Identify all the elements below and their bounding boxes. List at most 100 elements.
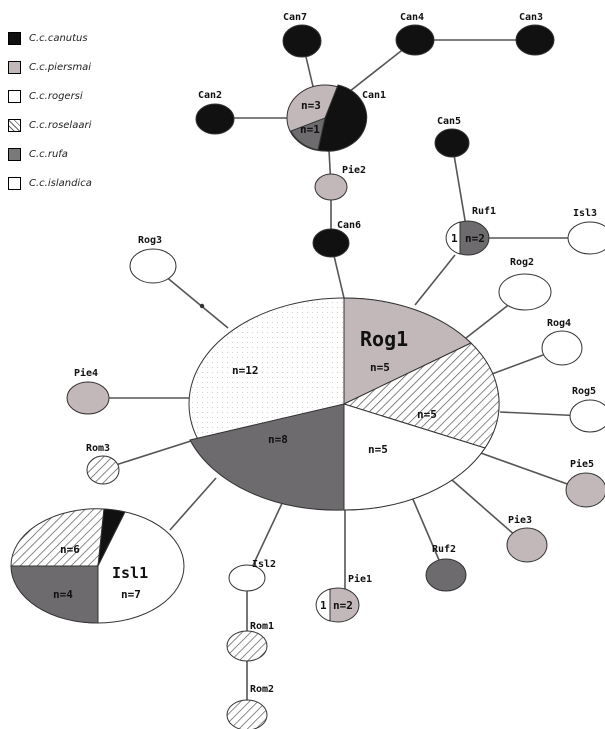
label-can4: Can4 <box>400 12 424 23</box>
label-can6: Can6 <box>337 220 361 231</box>
label-pie2: Pie2 <box>342 164 366 176</box>
node-rom2 <box>226 699 268 729</box>
count-can1-rufa: n=1 <box>300 123 320 136</box>
count-isl1-canutus: 1 <box>104 518 111 531</box>
label-rog4: Rog4 <box>547 318 571 329</box>
legend-swatch-piersmai <box>8 61 21 74</box>
label-ruf1: Ruf1 <box>472 206 496 217</box>
edge-isl2-rog1 <box>246 496 286 579</box>
node-rog1 <box>188 297 500 511</box>
count-rog1-rogersi: n=5 <box>368 443 388 456</box>
ruf1-piersmai-slice <box>445 221 461 255</box>
node-pie4 <box>66 381 110 415</box>
node-can5 <box>434 128 470 158</box>
label-pie4: Pie4 <box>74 367 98 379</box>
edge-isl1-rog1 <box>169 477 217 531</box>
legend-label-rufa: C.c.rufa <box>29 149 68 160</box>
rog1-rufa-slice <box>189 403 345 511</box>
count-rog1-islandica: n=12 <box>232 364 259 377</box>
node-can7 <box>282 24 322 58</box>
node-rog5 <box>569 399 605 433</box>
legend-item-rogersi: C.c.rogersi <box>8 86 183 107</box>
edge-ruf1-rog1 <box>414 254 456 306</box>
node-pie2 <box>314 173 348 201</box>
node-can4 <box>395 24 435 56</box>
count-pie1-islandica: 1 <box>320 599 327 612</box>
label-rom3: Rom3 <box>86 443 110 454</box>
node-pie3 <box>506 527 548 563</box>
legend-label-islandica: C.c.islandica <box>29 178 92 189</box>
count-can1-canutus: n=6 <box>334 112 354 125</box>
count-isl1-roselaari: n=6 <box>60 543 80 556</box>
legend-label-canutus: C.c.canutus <box>29 33 88 44</box>
node-pie5 <box>565 472 605 508</box>
node-ruf1 <box>445 220 490 256</box>
haplotype-nodes <box>66 24 605 729</box>
label-ruf2: Ruf2 <box>432 544 456 555</box>
label-rom2: Rom2 <box>250 684 274 695</box>
legend: C.c.canutus C.c.piersmai C.c.rogersi C.c… <box>8 28 183 202</box>
mutation-dot <box>199 303 205 309</box>
label-pie5: Pie5 <box>570 458 594 470</box>
pie1-islandica-slice <box>315 588 331 622</box>
isl1-rufa-slice <box>10 565 99 624</box>
count-pie1-piersmai: n=2 <box>333 599 353 612</box>
legend-swatch-rogersi <box>8 90 21 103</box>
legend-label-roselaari: C.c.roselaari <box>29 120 92 131</box>
count-rog1-roselaari: n=5 <box>417 408 437 421</box>
label-pie3: Pie3 <box>508 514 532 526</box>
node-can2 <box>195 103 235 135</box>
legend-swatch-roselaari <box>8 119 21 132</box>
node-isl3 <box>567 221 605 255</box>
legend-item-piersmai: C.c.piersmai <box>8 57 183 78</box>
label-rog5: Rog5 <box>572 386 596 397</box>
count-isl1-islandica: n=7 <box>121 588 141 601</box>
legend-item-roselaari: C.c.roselaari <box>8 115 183 136</box>
label-rog2: Rog2 <box>510 257 534 268</box>
label-can3: Can3 <box>519 12 543 23</box>
label-can7: Can7 <box>283 12 307 23</box>
label-can2: Can2 <box>198 90 222 101</box>
count-can1-rogersi: n=3 <box>301 99 321 112</box>
label-rog1: Rog1 <box>360 327 408 351</box>
count-rog1-piersmai: n=5 <box>370 361 390 374</box>
node-can1 <box>286 84 368 152</box>
node-rog3 <box>129 248 177 284</box>
legend-item-canutus: C.c.canutus <box>8 28 183 49</box>
can1-rufa-slice <box>290 117 326 151</box>
label-rog3: Rog3 <box>138 235 162 246</box>
label-rom1: Rom1 <box>250 621 274 632</box>
label-isl1: Isl1 <box>112 564 148 582</box>
can1-canutus-slice <box>317 84 368 152</box>
node-isl2 <box>228 564 266 592</box>
node-rog2 <box>498 273 552 311</box>
edge-pie5-rog1 <box>477 451 585 491</box>
count-labels: n=3 n=1 n=6 1 n=2 n=12 n=5 n=5 n=5 n=8 1… <box>53 99 485 612</box>
label-isl2: Isl2 <box>252 559 276 570</box>
legend-item-rufa: C.c.rufa <box>8 144 183 165</box>
count-ruf1-piersmai: 1 <box>451 232 458 245</box>
node-ruf2 <box>425 558 467 592</box>
count-ruf1-rufa: n=2 <box>465 232 485 245</box>
node-rom1 <box>226 630 268 662</box>
rog1-rogersi-slice <box>343 403 486 511</box>
node-isl1 <box>10 508 185 624</box>
label-can1: Can1 <box>362 90 386 101</box>
legend-swatch-rufa <box>8 148 21 161</box>
legend-swatch-islandica <box>8 177 21 190</box>
edge-rom3-rog1 <box>102 439 195 470</box>
rog1-roselaari-slice <box>342 342 500 449</box>
isl1-roselaari-slice <box>10 508 105 567</box>
legend-label-piersmai: C.c.piersmai <box>29 62 92 73</box>
rog1-piersmai-slice <box>343 297 472 405</box>
legend-label-rogersi: C.c.rogersi <box>29 91 83 102</box>
count-isl1-rufa: n=4 <box>53 588 73 601</box>
node-can3 <box>515 24 555 56</box>
label-isl3: Isl3 <box>573 208 597 219</box>
node-pie1 <box>315 587 360 623</box>
node-rom3 <box>86 455 120 485</box>
isl1-canutus-slice <box>97 508 126 567</box>
haplotype-labels: Can7 Can4 Can3 Can2 Can1 Can5 Pie2 Can6 … <box>74 12 597 695</box>
count-rog1-rufa: n=8 <box>268 433 288 446</box>
